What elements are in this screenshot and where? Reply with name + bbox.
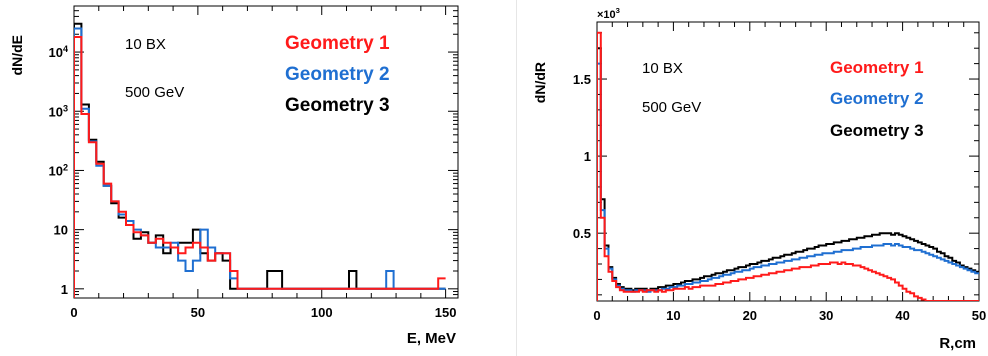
panel2-x-axis-title: R,cm <box>939 335 976 352</box>
panel1-x-axis-title: E, MeV <box>407 330 456 347</box>
panel1-y-axis-title: dN/dE <box>9 35 25 75</box>
panel1-x-tick-label: 100 <box>311 305 333 320</box>
panel1-y-tick-label: 1 <box>61 282 68 297</box>
panel1-series-geometry-1 <box>74 36 446 298</box>
panel1-y-tick-label: 104 <box>48 44 68 60</box>
panel1-x-tick-label: 0 <box>70 305 77 320</box>
panel1-series-geometry-2 <box>74 27 446 298</box>
panel2-annotation: 500 GeV <box>642 99 701 116</box>
panel2-x-tick-label: 50 <box>972 308 986 323</box>
panel1-y-tick-label: 102 <box>48 162 68 178</box>
panel1-legend-geometry-1: Geometry 1 <box>285 33 390 54</box>
panel2-y-multiplier: ×103 <box>597 6 620 21</box>
panel2-legend-geometry-3: Geometry 3 <box>830 121 924 140</box>
panel1-annotation: 500 GeV <box>125 84 184 101</box>
panel2-series-geometry-3 <box>597 47 979 301</box>
panel1-x-tick-label: 50 <box>191 305 205 320</box>
panel2-x-tick-label: 10 <box>666 308 680 323</box>
panel2-x-tick-label: 20 <box>743 308 757 323</box>
panel2-y-tick-label: 1 <box>584 149 591 164</box>
panel1-y-tick-label: 10 <box>54 223 68 238</box>
panel-divider <box>516 0 517 356</box>
panel2-y-axis-title: dN/dR <box>532 62 548 103</box>
panel2-y-tick-label: 1.5 <box>573 72 591 87</box>
panel2-y-tick-label: 0.5 <box>573 226 591 241</box>
panel1-series-geometry-3 <box>74 22 446 298</box>
panel2-legend-geometry-2: Geometry 2 <box>830 89 924 108</box>
panel2-x-tick-label: 40 <box>895 308 909 323</box>
panel2-annotation: 10 BX <box>642 60 683 77</box>
panel2-legend-geometry-1: Geometry 1 <box>830 58 924 77</box>
panel2-series-geometry-1 <box>597 31 979 301</box>
panel1-annotation: 10 BX <box>125 36 166 53</box>
panel1-legend-geometry-2: Geometry 2 <box>285 64 390 85</box>
panel1-legend-geometry-3: Geometry 3 <box>285 95 390 116</box>
panel2-x-tick-label: 0 <box>593 308 600 323</box>
panel1-x-tick-label: 150 <box>435 305 457 320</box>
panel1-y-tick-label: 103 <box>48 103 68 119</box>
panel2-x-tick-label: 30 <box>819 308 833 323</box>
